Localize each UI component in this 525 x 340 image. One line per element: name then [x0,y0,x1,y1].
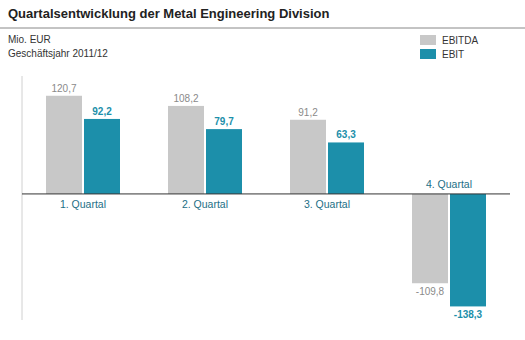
legend: EBITDA EBIT [420,35,478,60]
legend-label: EBIT [442,49,464,60]
y-label: Mio. EUR [8,34,51,45]
bar [328,142,364,193]
legend-swatch [420,49,436,59]
subtitle: Geschäftsjahr 2011/12 [8,48,108,59]
bar [290,120,326,194]
category-label: 4. Quartal [426,178,472,190]
category-label: 1. Quartal [60,198,106,210]
data-label: -138,3 [454,309,483,320]
bar [84,119,120,194]
bar [206,129,242,194]
data-label: -109,8 [416,286,445,297]
data-label: 120,7 [51,83,76,94]
legend-swatch [420,35,436,45]
bar [450,194,486,306]
data-label: 108,2 [173,93,198,104]
zero-line [22,193,510,194]
separator [0,28,525,29]
bars [46,96,486,307]
legend-label: EBITDA [442,35,478,46]
chart: Quartalsentwicklung der Metal Engineerin… [0,0,525,340]
data-labels: 120,7 108,2 91,2 -109,8 92,2 79,7 63,3 -138,3 [51,83,482,321]
data-label: 63,3 [336,129,356,140]
x-tick-labels: 1. Quartal 2. Quartal 3. Quartal 4. Quartal [60,178,472,210]
category-label: 2. Quartal [182,198,228,210]
data-label: 91,2 [298,107,318,118]
y-axis-line [22,76,23,320]
title: Quartalsentwicklung der Metal Engineerin… [8,6,330,21]
data-label: 79,7 [214,116,234,127]
data-label: 92,2 [92,106,112,117]
bar [46,96,82,194]
bar [412,194,448,283]
category-label: 3. Quartal [304,198,350,210]
bar [168,106,204,194]
